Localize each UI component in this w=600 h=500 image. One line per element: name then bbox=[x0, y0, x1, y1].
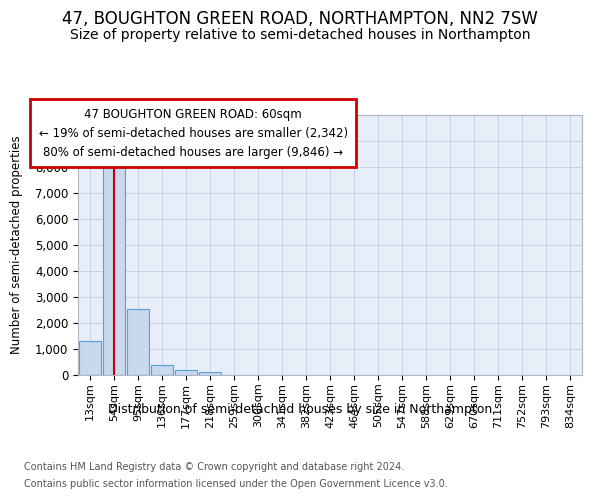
Y-axis label: Number of semi-detached properties: Number of semi-detached properties bbox=[10, 136, 23, 354]
Text: Contains public sector information licensed under the Open Government Licence v3: Contains public sector information licen… bbox=[24, 479, 448, 489]
Bar bbox=[175, 370, 197, 375]
Text: 47 BOUGHTON GREEN ROAD: 60sqm
← 19% of semi-detached houses are smaller (2,342)
: 47 BOUGHTON GREEN ROAD: 60sqm ← 19% of s… bbox=[38, 108, 348, 158]
Bar bbox=[103, 166, 125, 375]
Bar bbox=[127, 310, 149, 375]
Bar bbox=[199, 372, 221, 375]
Text: Distribution of semi-detached houses by size in Northampton: Distribution of semi-detached houses by … bbox=[108, 402, 492, 415]
Bar bbox=[79, 341, 101, 375]
Text: Contains HM Land Registry data © Crown copyright and database right 2024.: Contains HM Land Registry data © Crown c… bbox=[24, 462, 404, 472]
Text: Size of property relative to semi-detached houses in Northampton: Size of property relative to semi-detach… bbox=[70, 28, 530, 42]
Bar bbox=[151, 364, 173, 375]
Text: 47, BOUGHTON GREEN ROAD, NORTHAMPTON, NN2 7SW: 47, BOUGHTON GREEN ROAD, NORTHAMPTON, NN… bbox=[62, 10, 538, 28]
